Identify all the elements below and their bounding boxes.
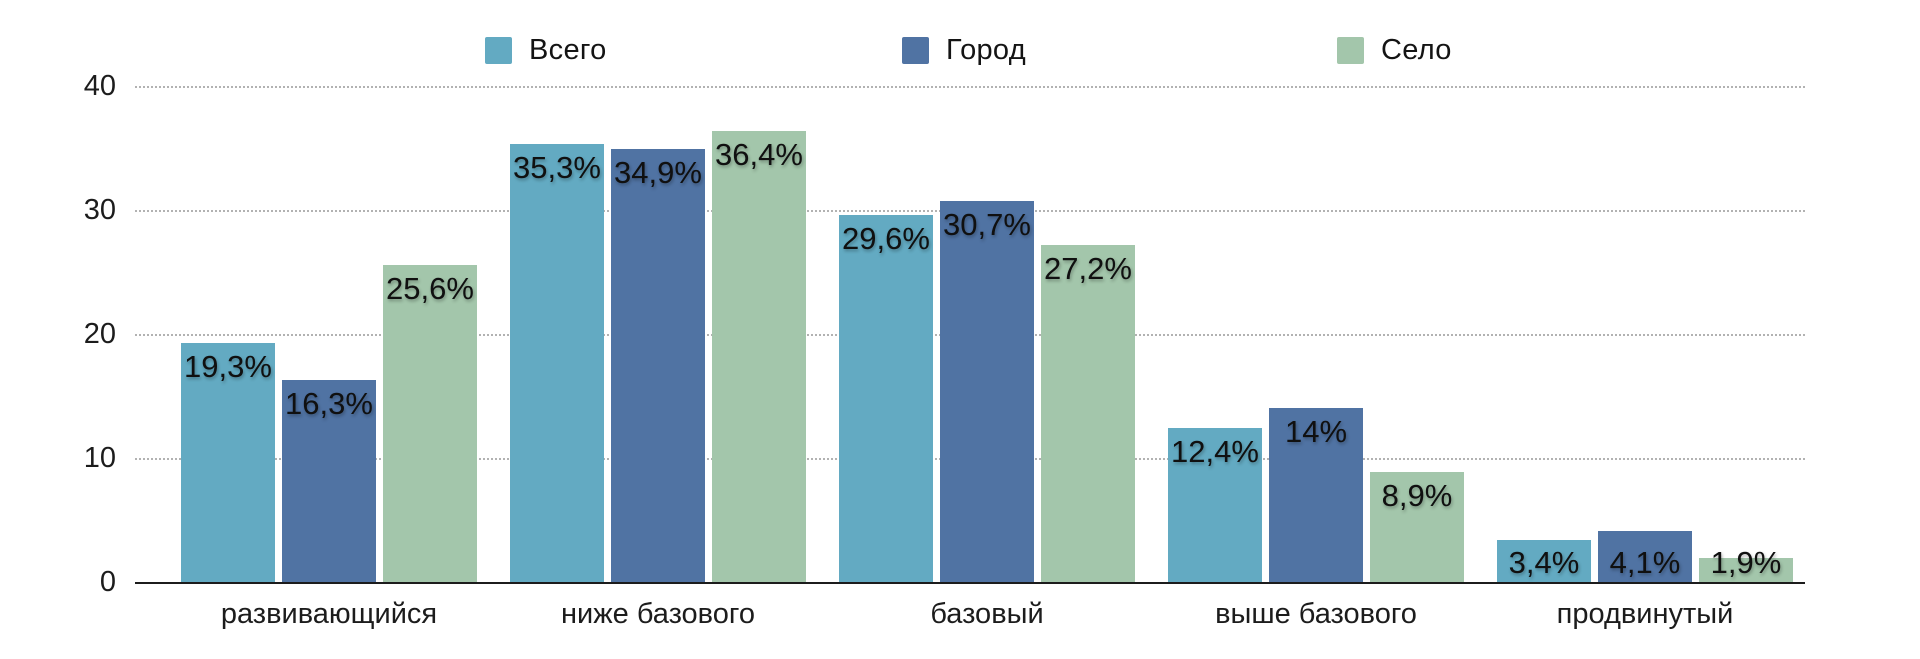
legend-swatch-selo: [1337, 37, 1364, 64]
bar-value-label: 29,6%: [842, 221, 930, 256]
legend-swatch-gorod: [902, 37, 929, 64]
bar-value-label: 25,6%: [386, 271, 474, 306]
bar-value-label: 34,9%: [614, 155, 702, 190]
bar-Село-выше базового[interactable]: 8,9%: [1370, 472, 1464, 582]
bar-Город-базовый[interactable]: 30,7%: [940, 201, 1034, 582]
x-axis-label-razvivayushchiysya: развивающийся: [220, 598, 438, 630]
x-axis-labels: развивающийся ниже базового базовый выше…: [135, 598, 1805, 631]
y-axis-tick-30: 30: [83, 194, 116, 226]
plot-area: 19,3% 16,3% 25,6% 35,3% 34,9% 36,4% 29,6% 30,7%…: [135, 86, 1805, 584]
bar-Всего-продвинутый[interactable]: 3,4%: [1497, 540, 1591, 582]
bar-value-label: 36,4%: [715, 137, 803, 172]
legend-label-gorod: Город: [946, 34, 1026, 66]
gridline-40: [135, 86, 1805, 88]
bar-value-label: 3,4%: [1508, 545, 1580, 580]
bar-Село-базовый[interactable]: 27,2%: [1041, 245, 1135, 582]
bar-value-label: 16,3%: [285, 386, 373, 421]
bar-value-label: 1,9%: [1710, 545, 1782, 580]
bar-value-label: 12,4%: [1171, 434, 1259, 469]
bar-value-label: 8,9%: [1381, 478, 1453, 513]
bar-value-label: 35,3%: [513, 150, 601, 185]
bar-group-3: 12,4% 14% 8,9%: [1168, 408, 1464, 582]
bar-Всего-ниже базового[interactable]: 35,3%: [510, 144, 604, 582]
y-axis-tick-20: 20: [83, 318, 116, 350]
y-axis-tick-0: 0: [99, 566, 116, 598]
bar-value-label: 4,1%: [1609, 545, 1681, 580]
x-axis-label-prodvinutyy: продвинутый: [1556, 598, 1734, 630]
y-axis-tick-10: 10: [83, 442, 116, 474]
bar-group-0: 19,3% 16,3% 25,6%: [181, 265, 477, 582]
bar-value-label: 19,3%: [184, 349, 272, 384]
legend-swatch-vsego: [485, 37, 512, 64]
bar-groups: 19,3% 16,3% 25,6% 35,3% 34,9% 36,4% 29,6% 30,7%…: [135, 86, 1805, 582]
bar-group-2: 29,6% 30,7% 27,2%: [839, 201, 1135, 582]
bar-value-label: 27,2%: [1044, 251, 1132, 286]
legend-item-vsego[interactable]: Всего: [485, 34, 607, 67]
legend-label-vsego: Всего: [529, 34, 607, 66]
legend-item-gorod[interactable]: Город: [902, 34, 1026, 67]
bar-Всего-развивающийся[interactable]: 19,3%: [181, 343, 275, 582]
bar-Город-ниже базового[interactable]: 34,9%: [611, 149, 705, 582]
y-axis-tick-40: 40: [83, 70, 116, 102]
legend-label-selo: Село: [1381, 34, 1452, 66]
bar-Село-ниже базового[interactable]: 36,4%: [712, 131, 806, 582]
x-axis-label-bazovyy: базовый: [930, 598, 1044, 630]
bar-value-label: 14%: [1284, 414, 1348, 449]
bar-value-label: 30,7%: [943, 207, 1031, 242]
bar-Всего-выше базового[interactable]: 12,4%: [1168, 428, 1262, 582]
bar-group-4: 3,4% 4,1% 1,9%: [1497, 531, 1793, 582]
legend-item-selo[interactable]: Село: [1337, 34, 1452, 67]
bar-Село-продвинутый[interactable]: 1,9%: [1699, 545, 1793, 582]
bar-Село-развивающийся[interactable]: 25,6%: [383, 265, 477, 582]
bar-Город-развивающийся[interactable]: 16,3%: [282, 380, 376, 582]
bar-Город-продвинутый[interactable]: 4,1%: [1598, 531, 1692, 582]
x-axis-label-nizhe-bazovogo: ниже базового: [561, 598, 755, 630]
x-axis-label-vyshe-bazovogo: выше базового: [1215, 598, 1417, 630]
bar-Город-выше базового[interactable]: 14%: [1269, 408, 1363, 582]
bar-group-1: 35,3% 34,9% 36,4%: [510, 131, 806, 582]
bar-Всего-базовый[interactable]: 29,6%: [839, 215, 933, 582]
